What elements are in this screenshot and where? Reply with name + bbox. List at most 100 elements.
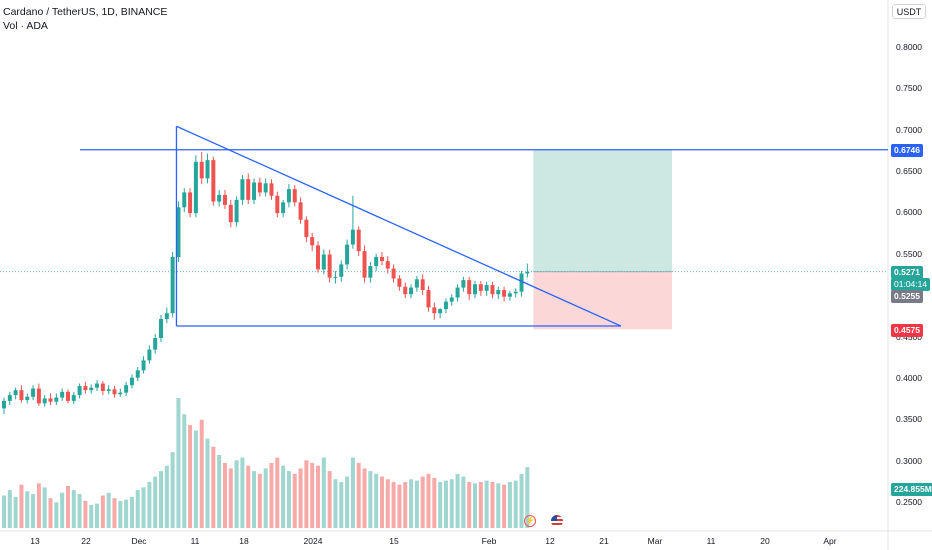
candle-body <box>281 202 286 214</box>
volume-bar <box>438 481 443 528</box>
volume-bar <box>350 457 355 528</box>
volume-bar <box>129 496 134 528</box>
volume-bar <box>217 454 222 528</box>
volume-bar <box>118 500 123 528</box>
volume-bar <box>286 471 291 528</box>
volume-bar <box>170 452 175 528</box>
candle-body <box>368 266 373 278</box>
candle-body <box>496 290 501 295</box>
volume-bar <box>25 491 30 528</box>
volume-bar <box>292 473 297 528</box>
candle-body <box>385 261 390 269</box>
currency-button[interactable]: USDT <box>892 4 926 19</box>
candle-body <box>83 386 88 391</box>
candle-body <box>449 297 454 302</box>
candle-body <box>36 388 41 404</box>
candle-body <box>519 273 524 292</box>
volume-bar <box>379 476 384 528</box>
time-tick: 18 <box>239 536 249 546</box>
candle-body <box>176 207 181 257</box>
candle-body <box>147 349 152 361</box>
volume-value-badge: 224.855M <box>891 483 932 496</box>
candle-body <box>13 390 18 396</box>
candle-body <box>257 182 262 193</box>
volume-bar <box>461 476 466 528</box>
candle-body <box>478 284 483 291</box>
volume-bar <box>403 481 408 528</box>
loss-zone <box>533 271 672 330</box>
time-tick: 11 <box>190 536 200 546</box>
volume-bar <box>333 479 338 528</box>
volume-bar <box>455 473 460 528</box>
lightning-icon[interactable]: ⚡ <box>524 515 536 527</box>
candle-body <box>263 183 268 193</box>
candle-body <box>95 383 100 388</box>
volume-bar <box>153 476 158 528</box>
volume-bar <box>164 465 169 528</box>
volume-bar <box>246 465 251 528</box>
volume-bar <box>397 484 402 528</box>
time-tick: 21 <box>599 536 609 546</box>
time-tick: 15 <box>389 536 399 546</box>
candle-body <box>89 387 94 391</box>
candle-body <box>42 398 47 404</box>
volume-bar <box>7 490 12 528</box>
candle-body <box>234 199 239 223</box>
volume-bar <box>339 481 344 528</box>
candle-body <box>25 396 30 401</box>
volume-bar <box>257 473 262 528</box>
us-flag-icon[interactable] <box>551 515 563 527</box>
volume-bar <box>298 468 303 528</box>
price-tick: 0.5500 <box>896 249 922 259</box>
candle-body <box>65 391 70 401</box>
volume-bar <box>95 503 100 528</box>
candle-body <box>222 194 227 205</box>
candle-body <box>2 400 6 409</box>
volume-bar <box>65 486 70 528</box>
candle-body <box>275 195 280 214</box>
volume-bar <box>193 430 198 528</box>
candle-body <box>159 319 164 339</box>
volume-bar <box>106 492 111 528</box>
time-tick: 12 <box>545 536 555 546</box>
candle-body <box>199 161 204 179</box>
time-tick: 2024 <box>303 536 323 546</box>
candle-body <box>391 268 396 279</box>
volume-bar <box>205 438 210 528</box>
volume-bar <box>13 496 18 528</box>
candle-body <box>362 251 367 278</box>
candle-body <box>141 360 146 371</box>
volume-bar <box>31 494 36 528</box>
volume-bar <box>182 414 187 528</box>
candle-body <box>426 290 431 308</box>
candle-body <box>321 254 326 270</box>
candle-body <box>350 229 355 245</box>
time-tick: 20 <box>760 536 770 546</box>
candle-body <box>443 301 448 310</box>
candle-body <box>77 386 82 396</box>
candle-body <box>507 293 512 297</box>
volume-bar <box>362 468 367 528</box>
candle-body <box>182 192 187 208</box>
volume-bar <box>478 481 483 528</box>
volume-bar <box>211 446 216 528</box>
volume-bar <box>2 495 6 528</box>
candle-body <box>252 182 257 200</box>
volume-bar <box>147 481 152 528</box>
volume-legend: Vol · ADA <box>3 20 48 32</box>
volume-bar <box>176 398 181 528</box>
volume-bar <box>222 463 227 528</box>
candle-body <box>205 160 210 179</box>
price-tick: 0.7000 <box>896 125 922 135</box>
volume-bar <box>473 483 478 528</box>
candle-body <box>513 291 518 294</box>
time-tick: Apr <box>823 536 837 546</box>
volume-bar <box>525 467 530 528</box>
volume-bar <box>228 468 233 528</box>
volume-bar <box>519 473 524 528</box>
volume-bar <box>414 480 419 528</box>
candle-body <box>106 389 111 391</box>
candle-body <box>414 279 419 288</box>
volume-bar <box>356 463 361 528</box>
